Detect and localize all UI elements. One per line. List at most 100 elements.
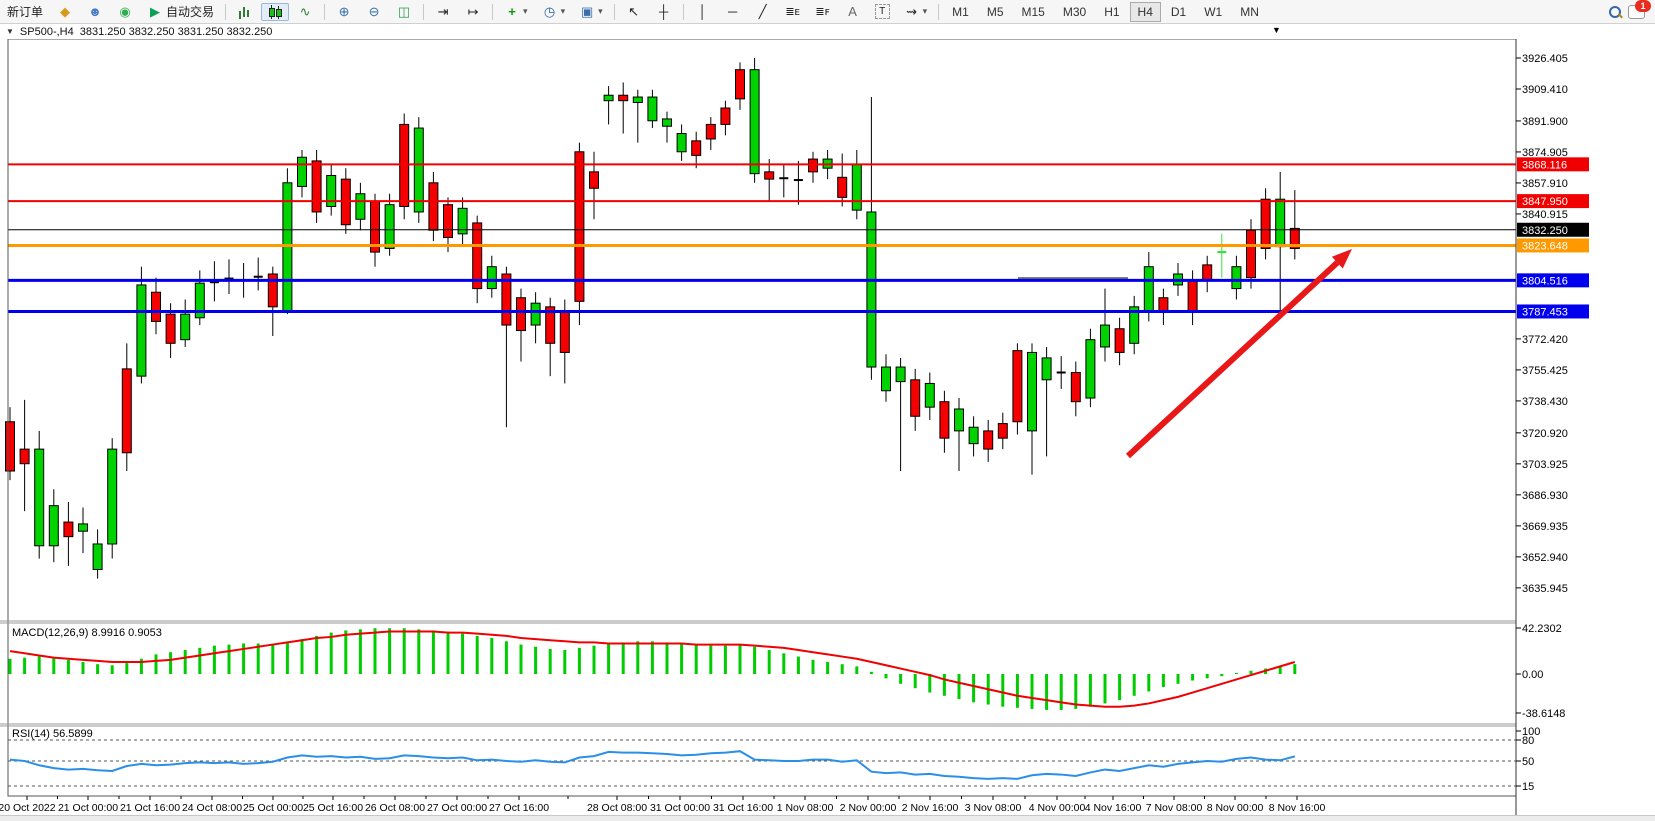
crosshair-button[interactable]: ┼ — [650, 2, 678, 22]
chart-window: ▼ SP500-,H4 3831.250 3832.250 3831.250 3… — [0, 24, 1655, 816]
candle-body — [910, 379, 921, 417]
timeframe-d1[interactable]: D1 — [1170, 4, 1187, 19]
templates-button[interactable]: ▣ ▾ — [573, 2, 609, 22]
chart-symbol-title: SP500-,H4 — [19, 25, 74, 38]
status-bar — [0, 815, 1655, 821]
tile-windows-button[interactable]: ◫ — [390, 2, 418, 22]
candle-body — [1289, 227, 1300, 249]
line-chart-button[interactable]: ∿ — [291, 2, 319, 22]
timeframe-mn[interactable]: MN — [1240, 4, 1259, 19]
price-badge-label: 3823.648 — [1522, 240, 1568, 252]
arrows-icon: ⇝ — [906, 3, 918, 19]
macd-label: MACD(12,26,9) 8.9916 0.9053 — [12, 627, 162, 639]
candle-body — [1187, 280, 1198, 313]
candle-body — [735, 69, 745, 100]
candle-body — [866, 211, 877, 368]
timeframe-m30[interactable]: M30 — [1062, 4, 1087, 19]
text-button[interactable]: A — [839, 2, 867, 22]
candle-body — [559, 309, 570, 353]
candle-body — [691, 140, 702, 156]
text-label-button[interactable]: T — [869, 2, 896, 21]
history-center-icon: ◆ — [60, 3, 71, 19]
new-order-button[interactable]: 新订单 — [1, 1, 49, 22]
notifications-icon[interactable]: 1 — [1628, 0, 1651, 19]
search-icon[interactable] — [1608, 5, 1622, 19]
signals-button[interactable]: ◉ — [111, 2, 139, 22]
candle-body — [837, 176, 848, 198]
chart-collapse-icon[interactable]: ▼ — [6, 27, 14, 36]
time-axis-label: 27 Oct 00:00 — [427, 802, 487, 814]
auto-trading-button[interactable]: ▶ 自动交易 — [141, 1, 220, 22]
candle-body — [924, 382, 935, 408]
chart-shift-marker-icon[interactable]: ▼ — [1272, 25, 1281, 35]
trendline-icon: ╱ — [758, 3, 767, 19]
candle-body — [603, 94, 614, 102]
price-tick-label: 3891.900 — [1522, 116, 1568, 128]
time-axis-label: 8 Nov 00:00 — [1207, 802, 1264, 814]
price-tick-label: 3772.420 — [1522, 334, 1568, 346]
trendline-button[interactable]: ╱ — [749, 2, 777, 22]
equidistant-channel-button[interactable]: ≣ᴇ — [779, 2, 807, 22]
new-order-label: 新订单 — [7, 5, 44, 19]
history-center-button[interactable]: ◆ — [51, 2, 79, 22]
time-axis-label: 24 Oct 08:00 — [182, 802, 242, 814]
candle-body — [720, 107, 731, 125]
fibonacci-button[interactable]: ≣ꜰ — [809, 2, 837, 22]
text-icon: A — [848, 3, 857, 19]
chart-shift-button[interactable]: ↦ — [459, 2, 487, 22]
chart-ohlc-values: 3831.250 3832.250 3831.250 3832.250 — [79, 25, 273, 38]
line-chart-icon: ∿ — [299, 3, 311, 19]
candle-body — [457, 207, 468, 235]
timeframe-m15[interactable]: M15 — [1021, 4, 1045, 19]
fibonacci-icon: ≣ꜰ — [815, 5, 830, 18]
trend-arrow-head[interactable] — [1331, 249, 1352, 269]
chart-shift-icon: ↦ — [467, 3, 479, 19]
price-badge — [1517, 194, 1589, 209]
time-axis-label: 2 Nov 00:00 — [840, 802, 897, 814]
candle-body — [19, 448, 30, 465]
macd-signal-line — [9, 630, 1296, 708]
timeframe-m5[interactable]: M5 — [986, 4, 1004, 19]
market-watch-button[interactable]: ☻ — [81, 2, 109, 22]
candle-body — [384, 204, 395, 249]
time-axis-label: 27 Oct 16:00 — [489, 802, 549, 814]
timeframe-w1[interactable]: W1 — [1204, 4, 1223, 19]
text-label-icon: T — [874, 4, 890, 19]
timeframe-h4[interactable]: H4 — [1129, 1, 1161, 22]
candle-body — [311, 160, 322, 213]
candlestick-chart-button[interactable] — [261, 2, 290, 21]
candle-body — [851, 164, 862, 211]
time-axis-label: 2 Nov 16:00 — [902, 802, 959, 814]
add-indicator-icon: + — [508, 3, 516, 19]
dropdown-arrow-icon: ▾ — [922, 6, 928, 16]
candle-body — [297, 156, 307, 187]
price-tick-label: 3755.425 — [1522, 365, 1568, 377]
add-indicator-button[interactable]: + ▾ — [498, 2, 534, 22]
time-axis-label: 4 Nov 00:00 — [1029, 802, 1086, 814]
candle-body — [1085, 339, 1096, 399]
time-axis-label: 26 Oct 08:00 — [365, 802, 425, 814]
cursor-button[interactable]: ↖ — [620, 2, 648, 22]
horizontal-line-icon: ─ — [728, 3, 738, 19]
bar-chart-button[interactable] — [231, 3, 259, 21]
arrows-button[interactable]: ⇝ ▾ — [898, 2, 934, 22]
candle-body — [326, 174, 337, 207]
auto-scroll-button[interactable]: ⇥ — [429, 2, 457, 22]
chart-canvas[interactable]: MACD(12,26,9) 8.9916 0.9053 RSI(14) 56.58… — [0, 39, 1655, 816]
periods-button[interactable]: ◷ ▾ — [536, 2, 572, 22]
zoom-in-button[interactable]: ⊕ — [330, 2, 358, 22]
horizontal-line-button[interactable]: ─ — [719, 2, 747, 22]
candle-body — [121, 368, 132, 454]
candle-body — [545, 306, 556, 344]
candle-body — [165, 313, 176, 344]
timeframe-m1[interactable]: M1 — [952, 4, 969, 19]
price-tick-label: 3926.405 — [1522, 53, 1568, 65]
vertical-line-button[interactable]: │ — [689, 2, 717, 22]
time-axis-label: 25 Oct 00:00 — [243, 802, 303, 814]
timeframe-h1[interactable]: H1 — [1104, 4, 1120, 19]
zoom-out-button[interactable]: ⊖ — [360, 2, 388, 22]
templates-icon: ▣ — [580, 3, 594, 19]
time-axis-label: 21 Oct 00:00 — [58, 802, 118, 814]
candle-body — [1143, 266, 1154, 311]
trend-arrow-line[interactable] — [1125, 260, 1340, 459]
